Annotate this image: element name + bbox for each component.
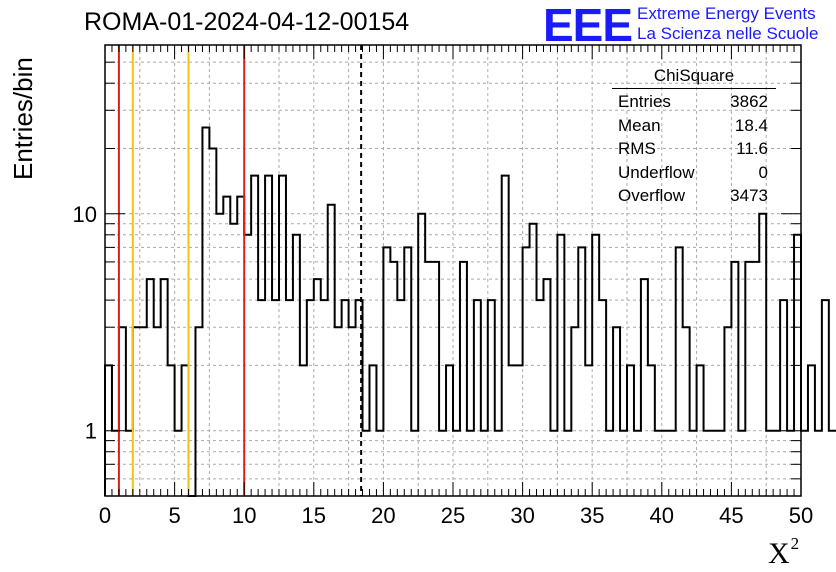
x-tick-label: 15 [302,503,326,528]
stats-row-entries: Entries 3862 [612,92,776,116]
x-tick-label: 10 [232,503,256,528]
x-axis-label-base: X [768,537,790,570]
y-tick-label: 10 [73,202,97,227]
stats-label: Underflow [618,162,695,182]
stats-label: RMS [618,139,656,158]
stats-value: 11.6 [736,139,768,158]
x-tick-label: 30 [510,503,534,528]
stats-row-mean: Mean 18.4 [612,116,776,140]
x-axis-label-exponent: 2 [790,534,800,553]
stats-value: 3473 [730,186,768,205]
stats-label: Mean [618,115,661,135]
stats-title: ChiSquare [612,66,776,89]
stats-row-underflow: Underflow 0 [612,163,776,187]
stats-value: 18.4 [734,115,768,135]
stats-label: Entries [618,92,671,111]
stats-value: 3862 [730,92,768,111]
stats-row-overflow: Overflow 3473 [612,186,776,210]
x-tick-label: 25 [441,503,465,528]
x-tick-label: 45 [719,503,743,528]
x-tick-label: 50 [789,503,813,528]
eee-logo: EEE [543,0,633,51]
x-tick-label: 20 [371,503,395,528]
stats-value: 0 [758,162,768,182]
x-tick-label: 40 [650,503,674,528]
logo-subtitle-1: Extreme Energy Events [637,4,816,23]
x-tick-label: 0 [99,503,111,528]
histogram-series [104,126,836,497]
x-tick-label: 35 [580,503,604,528]
y-tick-label: 1 [85,419,97,444]
stats-box: ChiSquare Entries 3862 Mean 18.4 RMS 11.6 U… [612,66,776,210]
stats-label: Overflow [618,186,686,205]
stats-row-rms: RMS 11.6 [612,139,776,163]
chart-title: ROMA-01-2024-04-12-00154 [84,8,410,36]
logo-subtitle-2: La Scienza nelle Scuole [637,24,819,43]
y-axis-label: Entries/bin [8,57,38,180]
x-tick-label: 5 [168,503,180,528]
x-axis-label: X2 [768,534,799,571]
